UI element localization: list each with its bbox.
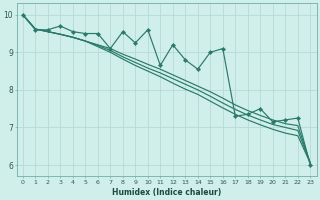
X-axis label: Humidex (Indice chaleur): Humidex (Indice chaleur) [112,188,221,197]
